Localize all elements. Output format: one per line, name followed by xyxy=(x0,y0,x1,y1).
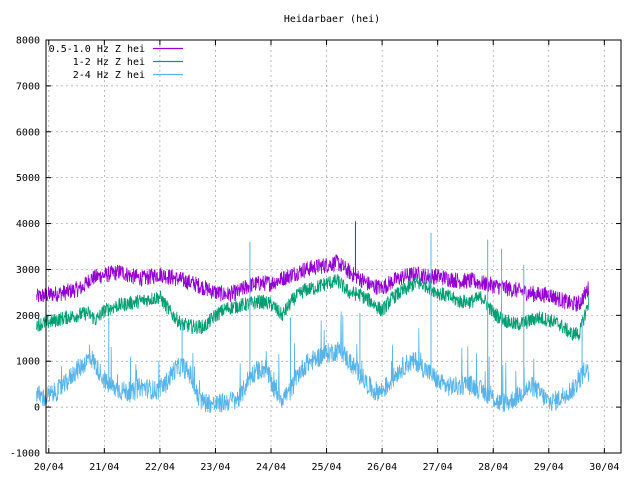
legend-label: 0.5-1.0 Hz Z hei xyxy=(49,44,145,55)
x-tick-label: 28/04 xyxy=(478,462,508,473)
grid xyxy=(46,40,621,453)
y-tick-label: 1000 xyxy=(16,357,40,368)
y-tick-label: 2000 xyxy=(16,311,40,322)
x-tick-label: 22/04 xyxy=(145,462,175,473)
x-tick-label: 21/04 xyxy=(89,462,119,473)
legend-label: 2-4 Hz Z hei xyxy=(73,70,145,81)
x-tick-label: 29/04 xyxy=(534,462,564,473)
y-tick-label: 6000 xyxy=(16,127,40,138)
legend: 0.5-1.0 Hz Z hei 1-2 Hz Z hei 2-4 Hz Z hei xyxy=(49,44,183,81)
chart-title: Heidarbaer (hei) xyxy=(284,14,380,25)
series-3-trace xyxy=(36,311,590,414)
legend-label: 1-2 Hz Z hei xyxy=(73,57,145,68)
series-line xyxy=(36,274,590,341)
y-tick-label: -1000 xyxy=(10,449,40,460)
x-tick-label: 20/04 xyxy=(34,462,64,473)
axes: -1000 0 1000 2000 3000 4000 5000 6000 7000 8000 20… xyxy=(10,36,622,473)
series-1-trace xyxy=(36,254,590,312)
x-tick-label: 25/04 xyxy=(312,462,342,473)
x-tick-label: 23/04 xyxy=(200,462,230,473)
y-tick-label: 4000 xyxy=(16,219,40,230)
y-tick-label: 7000 xyxy=(16,81,40,92)
series-line xyxy=(36,311,590,414)
y-tick-label: 3000 xyxy=(16,265,40,276)
series-2-trace xyxy=(36,274,590,341)
plot-border xyxy=(45,39,622,454)
series-line xyxy=(36,254,590,312)
series-layer xyxy=(36,221,590,414)
y-tick-label: 8000 xyxy=(16,36,40,47)
y-tick-label: 5000 xyxy=(16,173,40,184)
x-tick-label: 27/04 xyxy=(423,462,453,473)
x-tick-label: 30/04 xyxy=(589,462,619,473)
x-tick-label: 26/04 xyxy=(367,462,397,473)
x-tick-label: 24/04 xyxy=(256,462,286,473)
y-tick-label: 0 xyxy=(34,403,40,414)
